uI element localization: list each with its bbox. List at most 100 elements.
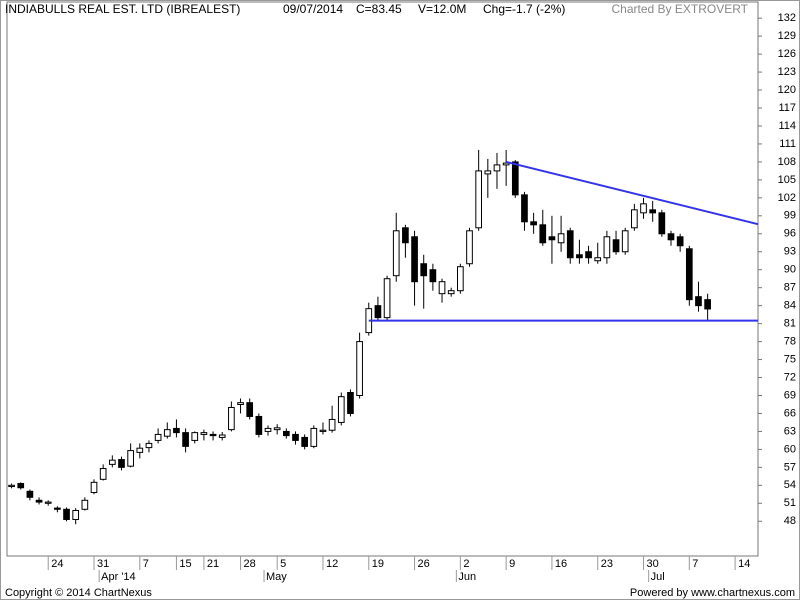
y-tick-label: 126 [778, 48, 796, 60]
candle-body [191, 432, 199, 441]
candle-body [402, 227, 409, 244]
x-tick-label: 7 [692, 558, 698, 570]
candle-body [411, 236, 418, 283]
candle-body [457, 266, 464, 292]
x-tick-label: 14 [738, 558, 750, 570]
chart-title: INDIABULLS REAL EST. LTD (IBREALEST) [5, 2, 240, 16]
x-tick-label: 7 [143, 558, 149, 570]
candle-body [108, 459, 116, 465]
y-tick-label: 84 [784, 300, 796, 312]
y-tick-label: 72 [784, 371, 796, 383]
y-tick-label: 132 [778, 12, 796, 24]
y-tick-label: 111 [779, 138, 796, 150]
y-tick-label: 93 [784, 246, 796, 258]
plot-area [6, 1, 759, 557]
candle-body [99, 468, 107, 480]
candle-body [374, 305, 382, 319]
x-tick-label: 28 [244, 558, 256, 570]
candle-body [429, 269, 437, 283]
candle-body [521, 194, 528, 223]
candle-body [585, 251, 592, 259]
candle-body [704, 299, 711, 310]
candle-body [255, 415, 263, 435]
y-tick-label: 90 [784, 264, 796, 276]
candle-body [649, 209, 657, 214]
candle-body [676, 236, 684, 247]
x-tick-label: 30 [647, 558, 659, 570]
candle-body [511, 161, 519, 196]
candle-body [667, 233, 675, 241]
x-tick-label: 21 [207, 558, 219, 570]
y-tick-label: 69 [784, 389, 796, 401]
x-tick-label: 12 [326, 558, 338, 570]
candle-body [81, 499, 89, 510]
candle-body [502, 162, 510, 166]
candle-body [319, 429, 327, 432]
candle-body [548, 236, 556, 241]
y-tick-label: 96 [784, 228, 796, 240]
header-info: Chg=-1.7 (-2%) [483, 2, 565, 16]
x-tick-label: 16 [555, 558, 567, 570]
candle-body [631, 209, 638, 229]
candle-body [264, 427, 272, 432]
candle-body [603, 236, 611, 259]
y-tick-label: 57 [784, 461, 796, 473]
candle-body [328, 418, 336, 431]
y-tick-label: 123 [778, 66, 796, 78]
candle-body [35, 499, 43, 503]
y-tick-label: 81 [784, 318, 796, 330]
month-label: Jun [458, 571, 476, 583]
y-tick-label: 75 [784, 353, 796, 365]
footer-left: Copyright © 2014 ChartNexus [5, 587, 152, 599]
candle-body [539, 224, 547, 244]
y-tick-label: 48 [784, 515, 796, 527]
y-tick-label: 108 [778, 156, 796, 168]
y-tick-label: 51 [784, 497, 796, 509]
candle-body [282, 430, 290, 437]
month-label: May [266, 571, 287, 583]
candle-body [420, 263, 428, 277]
header-info: V=12.0M [418, 2, 466, 16]
candle-body [695, 296, 702, 307]
footer-right: Powered by www.chartnexus.com [630, 587, 795, 599]
candle-body [173, 427, 180, 434]
candle-body [182, 432, 189, 447]
candle-body [557, 233, 565, 244]
candle-body [127, 450, 134, 467]
credit: Charted By EXTROVERT [612, 2, 749, 16]
candle-body [246, 402, 254, 417]
candle-body [466, 230, 473, 265]
candle-body [145, 442, 153, 449]
candle-body [154, 433, 162, 441]
candle-body [621, 230, 629, 253]
candle-body [337, 396, 345, 423]
candle-body [493, 164, 501, 172]
candle-body [475, 170, 483, 229]
month-label: Jul [651, 571, 665, 583]
x-tick-label: 19 [372, 558, 384, 570]
y-tick-label: 60 [784, 443, 796, 455]
y-tick-label: 129 [778, 30, 796, 42]
month-label: Apr '14 [101, 571, 136, 583]
candle-body [347, 391, 354, 414]
candle-body [72, 509, 80, 520]
candle-body [438, 281, 446, 295]
x-tick-label: 26 [418, 558, 430, 570]
y-tick-label: 99 [784, 210, 796, 222]
candle-body [136, 447, 144, 453]
candle-body [228, 406, 235, 431]
candle-body [292, 433, 299, 441]
candle-body [640, 203, 647, 214]
x-tick-label: 2 [463, 558, 469, 570]
candle-body [54, 507, 61, 510]
candle-body [8, 484, 15, 488]
candle-body [209, 433, 217, 437]
candle-body [447, 290, 455, 295]
y-tick-label: 105 [778, 174, 796, 186]
y-tick-label: 87 [784, 282, 796, 294]
y-tick-label: 120 [778, 84, 796, 96]
trendline [505, 160, 759, 226]
x-tick-label: 24 [51, 558, 63, 570]
candle-body [594, 257, 602, 262]
